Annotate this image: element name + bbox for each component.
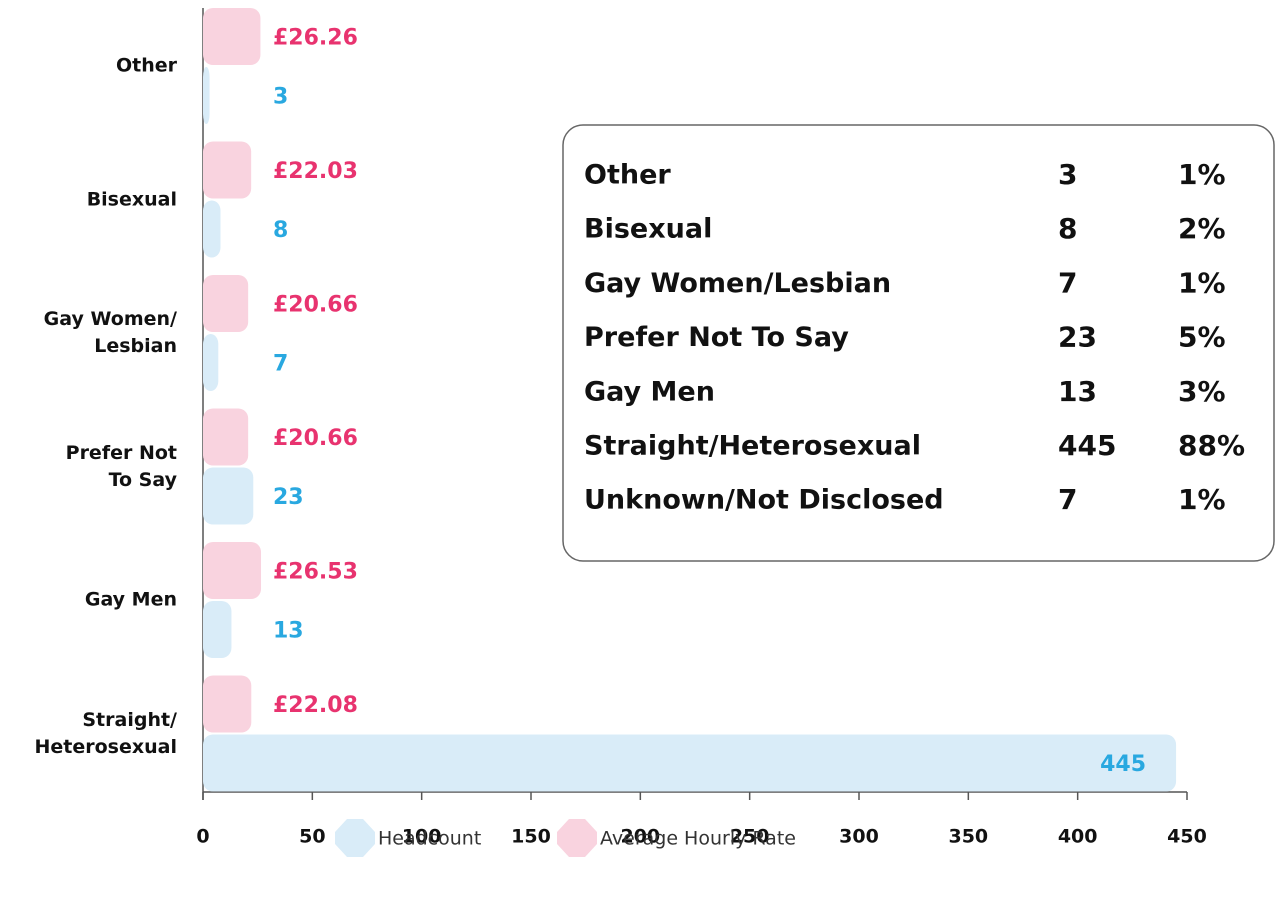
data-label: £22.03 — [273, 159, 358, 184]
x-tick-label: 300 — [839, 826, 879, 848]
table-cell: Bisexual — [584, 214, 712, 245]
data-label: 23 — [273, 485, 304, 510]
bar — [203, 67, 210, 124]
table-cell: 445 — [1058, 429, 1116, 462]
data-label: £20.66 — [273, 426, 358, 451]
x-tick-label: 0 — [196, 826, 209, 848]
category-label: Other — [115, 54, 177, 77]
table-cell: 3 — [1058, 158, 1077, 191]
table-cell: 7 — [1058, 266, 1077, 299]
table-cell: 1% — [1178, 483, 1226, 516]
category-label: Prefer Not To Say — [65, 441, 177, 491]
bar — [203, 334, 219, 391]
table-cell: 13 — [1058, 375, 1097, 408]
table-cell: Gay Men — [584, 376, 715, 407]
data-label: 13 — [273, 619, 304, 644]
bar — [203, 734, 1177, 792]
category-label: Gay Women/ Lesbian — [43, 308, 177, 357]
data-label: £26.26 — [273, 26, 358, 51]
bar — [203, 8, 261, 65]
bar — [203, 467, 254, 525]
bar — [203, 675, 252, 733]
category-label: Straight/ Heterosexual — [34, 708, 178, 758]
bar — [203, 275, 249, 332]
x-tick-label: 350 — [948, 826, 988, 848]
data-label: £22.08 — [273, 693, 358, 718]
table-cell: 1% — [1178, 158, 1226, 191]
category-label: Bisexual — [86, 188, 177, 210]
bar — [203, 141, 252, 199]
table-box — [562, 124, 1275, 562]
table-cell: 1% — [1178, 266, 1226, 299]
table-cell: 7 — [1058, 483, 1077, 516]
data-label: £20.66 — [273, 293, 358, 318]
table-cell: 23 — [1058, 321, 1097, 354]
x-tick-label: 400 — [1058, 826, 1098, 848]
legend-label: Average Hourly Rate — [600, 828, 796, 850]
x-tick-label: 450 — [1167, 826, 1207, 848]
table-cell: Prefer Not To Say — [584, 322, 849, 353]
bar — [203, 200, 221, 258]
data-label: 8 — [273, 218, 288, 243]
table-cell: 2% — [1178, 212, 1226, 245]
legend-swatch — [335, 819, 375, 857]
data-label: 445 — [1100, 752, 1146, 777]
x-tick-label: 100 — [402, 826, 442, 848]
table-cell: Unknown/Not Disclosed — [584, 485, 944, 516]
bar — [203, 542, 262, 599]
table-cell: 3% — [1178, 375, 1226, 408]
table-cell: Gay Women/Lesbian — [584, 268, 891, 299]
bar — [203, 408, 249, 466]
data-label: £26.53 — [273, 560, 358, 585]
x-tick-label: 150 — [511, 826, 551, 848]
category-label: Gay Men — [84, 588, 177, 611]
legend-label: Headcount — [378, 828, 481, 850]
bar — [203, 601, 232, 658]
table-cell: Other — [584, 160, 671, 191]
x-tick-label: 200 — [620, 826, 660, 848]
x-tick-label: 250 — [730, 826, 770, 848]
x-tick-label: 50 — [299, 826, 325, 848]
table-cell: 5% — [1178, 321, 1226, 354]
data-label: 3 — [273, 85, 288, 110]
table-cell: Straight/Heterosexual — [584, 431, 921, 462]
table-cell: 8 — [1058, 212, 1077, 245]
table-cell: 88% — [1178, 429, 1245, 462]
legend-swatch — [557, 819, 597, 857]
data-label: 7 — [273, 352, 288, 377]
